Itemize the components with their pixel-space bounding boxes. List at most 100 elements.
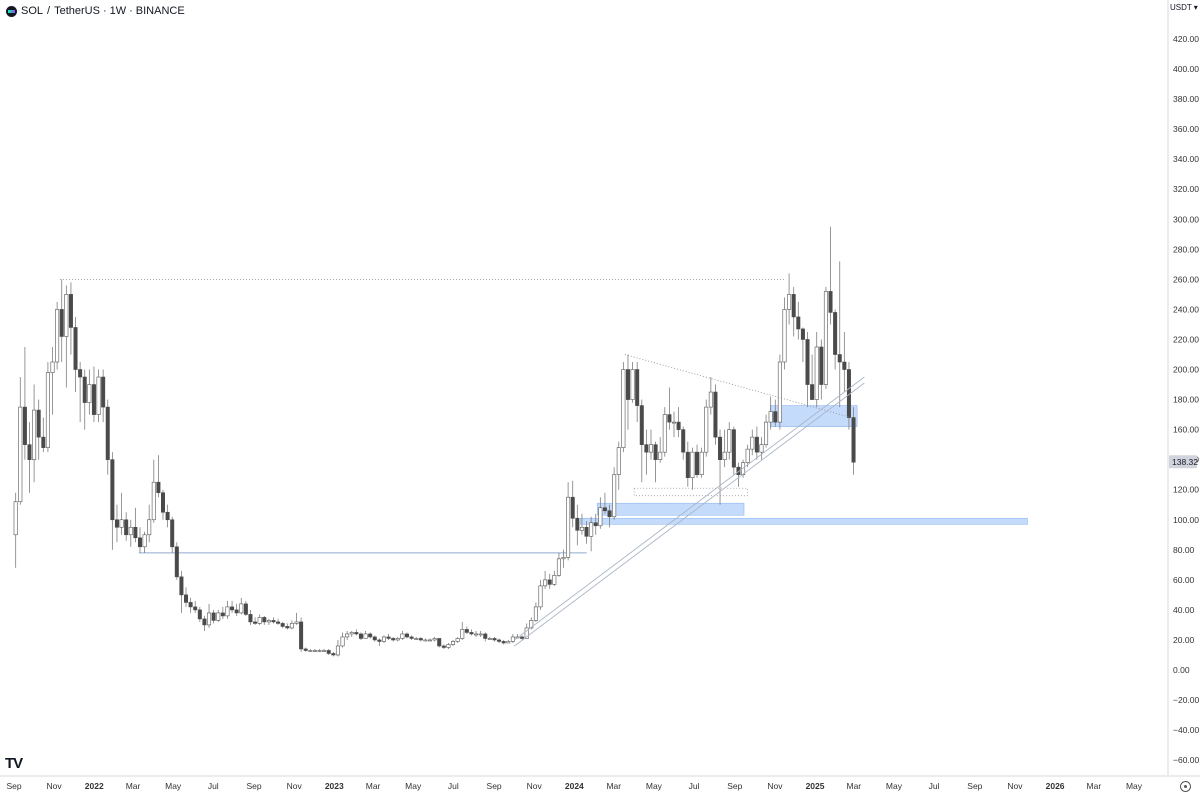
- candle[interactable]: [137, 527, 142, 553]
- candle[interactable]: [639, 399, 644, 483]
- candle[interactable]: [184, 587, 189, 607]
- candle[interactable]: [345, 630, 350, 640]
- candle[interactable]: [188, 597, 193, 613]
- candle[interactable]: [22, 346, 27, 460]
- candle[interactable]: [64, 285, 69, 388]
- candle[interactable]: [262, 615, 267, 625]
- candle[interactable]: [648, 429, 653, 460]
- candle[interactable]: [368, 632, 373, 639]
- candle[interactable]: [248, 609, 253, 625]
- candle[interactable]: [690, 447, 695, 490]
- candle[interactable]: [764, 414, 769, 448]
- candle[interactable]: [561, 549, 566, 568]
- candle[interactable]: [837, 261, 842, 408]
- candle[interactable]: [589, 516, 594, 552]
- candle[interactable]: [36, 399, 41, 460]
- candle[interactable]: [197, 606, 202, 622]
- candle[interactable]: [335, 639, 340, 657]
- candle[interactable]: [18, 377, 23, 505]
- candle[interactable]: [340, 632, 345, 648]
- candle[interactable]: [193, 600, 198, 613]
- candle[interactable]: [644, 429, 649, 475]
- candle[interactable]: [68, 282, 73, 355]
- candle[interactable]: [460, 621, 465, 640]
- candle[interactable]: [216, 609, 221, 622]
- candle[interactable]: [432, 636, 437, 642]
- candle[interactable]: [41, 417, 46, 453]
- candle[interactable]: [110, 452, 115, 550]
- candle[interactable]: [358, 632, 363, 640]
- candle[interactable]: [73, 316, 78, 393]
- candle[interactable]: [842, 331, 847, 393]
- candle[interactable]: [142, 531, 147, 553]
- candle[interactable]: [257, 614, 262, 625]
- candle[interactable]: [50, 346, 55, 415]
- candle[interactable]: [602, 492, 607, 514]
- candle[interactable]: [326, 648, 331, 655]
- candle[interactable]: [174, 542, 179, 580]
- candle[interactable]: [202, 615, 207, 631]
- candle[interactable]: [533, 602, 538, 622]
- candle[interactable]: [312, 648, 317, 652]
- candle[interactable]: [487, 636, 492, 640]
- candle[interactable]: [409, 635, 414, 640]
- candle[interactable]: [681, 426, 686, 460]
- candle[interactable]: [294, 612, 299, 625]
- candle[interactable]: [672, 411, 677, 438]
- candle[interactable]: [446, 642, 451, 649]
- candle[interactable]: [308, 648, 313, 652]
- candle[interactable]: [713, 384, 718, 445]
- candle[interactable]: [667, 387, 672, 430]
- candle[interactable]: [161, 489, 166, 520]
- candle[interactable]: [805, 331, 810, 408]
- candle[interactable]: [607, 504, 612, 528]
- candle[interactable]: [276, 618, 281, 625]
- candle[interactable]: [105, 399, 110, 475]
- candle[interactable]: [483, 632, 488, 642]
- candle[interactable]: [625, 354, 630, 430]
- candle[interactable]: [791, 286, 796, 337]
- candle[interactable]: [45, 362, 50, 453]
- candle[interactable]: [552, 570, 557, 586]
- support-zone-1[interactable]: [597, 502, 745, 516]
- candle[interactable]: [621, 362, 626, 453]
- candle[interactable]: [708, 377, 713, 415]
- candle[interactable]: [124, 512, 129, 541]
- candle[interactable]: [27, 422, 32, 493]
- candle[interactable]: [510, 633, 515, 643]
- candle[interactable]: [745, 444, 750, 468]
- candle[interactable]: [695, 444, 700, 478]
- candle[interactable]: [91, 366, 96, 423]
- candle[interactable]: [377, 638, 382, 646]
- candle[interactable]: [119, 492, 124, 535]
- candle[interactable]: [211, 609, 216, 624]
- candle[interactable]: [381, 635, 386, 643]
- trendline-0[interactable]: [624, 354, 852, 418]
- candle[interactable]: [437, 638, 442, 648]
- candle[interactable]: [322, 648, 327, 652]
- candle[interactable]: [598, 497, 603, 529]
- candle[interactable]: [718, 429, 723, 505]
- candle[interactable]: [593, 513, 598, 535]
- candle[interactable]: [782, 297, 787, 370]
- candle[interactable]: [280, 621, 285, 628]
- candle[interactable]: [538, 579, 543, 610]
- candle[interactable]: [819, 339, 824, 400]
- candle[interactable]: [253, 617, 258, 625]
- candle[interactable]: [474, 630, 479, 637]
- candle[interactable]: [87, 369, 92, 415]
- candle[interactable]: [547, 573, 552, 589]
- support-zone-2[interactable]: [579, 517, 1028, 525]
- candle[interactable]: [128, 519, 133, 547]
- support-zone-0[interactable]: [770, 405, 858, 427]
- candle[interactable]: [59, 279, 64, 363]
- candle[interactable]: [234, 603, 239, 616]
- candle[interactable]: [266, 618, 271, 625]
- candle[interactable]: [506, 639, 511, 644]
- candle[interactable]: [78, 362, 83, 423]
- candle[interactable]: [754, 426, 759, 460]
- candle[interactable]: [750, 429, 755, 456]
- candle[interactable]: [418, 636, 423, 642]
- candle[interactable]: [731, 426, 736, 475]
